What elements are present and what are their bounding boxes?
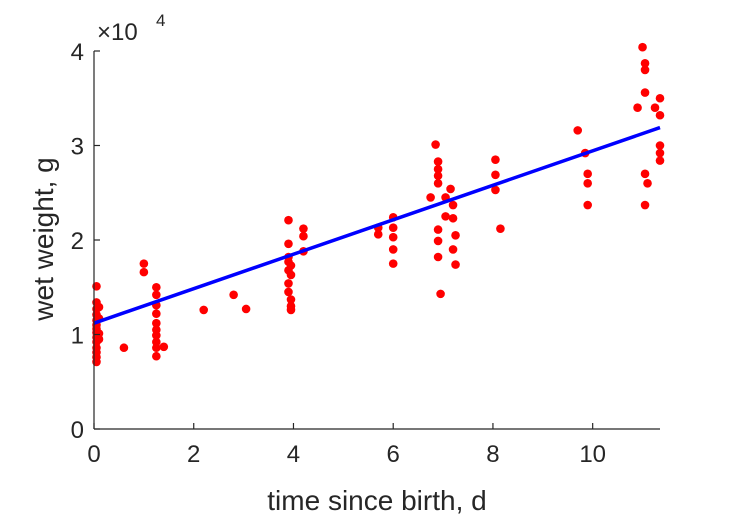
y-exponent-power: 4 bbox=[156, 11, 165, 30]
data-point bbox=[448, 245, 458, 254]
data-point bbox=[640, 88, 650, 97]
data-point bbox=[94, 334, 104, 344]
data-point bbox=[139, 267, 149, 277]
data-point bbox=[388, 259, 398, 268]
data-point bbox=[433, 236, 443, 246]
data-point bbox=[655, 93, 665, 103]
data-point bbox=[152, 282, 161, 292]
y-axis-label: wet weight, g bbox=[28, 157, 59, 321]
data-point bbox=[643, 179, 652, 188]
data-point bbox=[388, 232, 398, 242]
data-point bbox=[119, 343, 129, 353]
y-tick-label: 2 bbox=[71, 228, 84, 255]
data-point bbox=[448, 200, 458, 210]
data-point bbox=[433, 157, 443, 166]
data-point bbox=[451, 260, 460, 269]
data-point bbox=[284, 215, 293, 225]
data-point bbox=[655, 156, 665, 165]
fit-line-layer bbox=[93, 125, 661, 325]
x-tick-label: 6 bbox=[387, 441, 400, 468]
data-point bbox=[583, 169, 592, 179]
data-point bbox=[448, 213, 458, 223]
x-tick-label: 2 bbox=[187, 441, 200, 468]
data-point bbox=[299, 224, 308, 233]
data-point bbox=[159, 342, 169, 352]
y-tick-label: 0 bbox=[71, 417, 84, 444]
data-point bbox=[139, 259, 149, 268]
data-point bbox=[640, 169, 650, 179]
data-point bbox=[199, 305, 209, 315]
x-tick-label: 4 bbox=[287, 441, 300, 468]
data-point bbox=[152, 331, 161, 340]
data-point bbox=[655, 110, 665, 120]
y-tick-label: 4 bbox=[71, 39, 84, 66]
data-point bbox=[496, 224, 505, 233]
data-point bbox=[286, 305, 296, 315]
data-point bbox=[433, 225, 443, 234]
data-point bbox=[583, 179, 592, 188]
data-point bbox=[451, 230, 460, 240]
data-point bbox=[446, 184, 455, 194]
data-point bbox=[286, 261, 296, 270]
axes bbox=[93, 51, 660, 430]
data-point bbox=[152, 343, 161, 353]
data-point bbox=[284, 239, 293, 249]
y-axis-ticks: 0 1 2 3 4 bbox=[71, 39, 100, 444]
data-point bbox=[655, 148, 665, 158]
data-point bbox=[433, 179, 443, 188]
data-point bbox=[640, 65, 650, 75]
x-axis-ticks: 0 2 4 6 8 10 bbox=[87, 423, 606, 468]
data-point bbox=[431, 140, 440, 149]
data-point bbox=[491, 170, 500, 180]
data-point bbox=[583, 200, 592, 210]
data-point bbox=[299, 231, 308, 241]
data-point bbox=[633, 103, 642, 112]
data-point bbox=[433, 164, 443, 174]
data-point bbox=[388, 245, 398, 254]
x-tick-label: 8 bbox=[486, 441, 499, 468]
data-point bbox=[284, 279, 293, 288]
data-point bbox=[286, 295, 296, 304]
data-point bbox=[638, 42, 647, 52]
data-point bbox=[241, 304, 251, 314]
x-tick-label: 0 bbox=[87, 441, 100, 468]
data-point bbox=[152, 309, 161, 319]
data-point bbox=[426, 193, 435, 202]
data-point bbox=[433, 171, 443, 181]
data-point bbox=[94, 302, 104, 312]
y-tick-label: 3 bbox=[71, 134, 84, 161]
data-point bbox=[152, 351, 161, 361]
data-point bbox=[373, 230, 383, 239]
data-point bbox=[491, 185, 500, 195]
data-point bbox=[640, 200, 650, 210]
data-point bbox=[441, 212, 450, 221]
data-point bbox=[152, 290, 161, 300]
data-point bbox=[284, 287, 293, 297]
data-point bbox=[640, 58, 650, 68]
y-exponent-times: ×10 bbox=[97, 19, 138, 46]
data-point bbox=[286, 270, 296, 280]
data-point bbox=[655, 141, 665, 150]
data-point bbox=[573, 126, 583, 135]
data-point bbox=[229, 290, 238, 300]
y-tick-label: 1 bbox=[71, 323, 84, 350]
fit-line bbox=[93, 125, 661, 325]
data-point bbox=[491, 155, 500, 164]
x-axis-label: time since birth, d bbox=[267, 485, 486, 516]
data-point bbox=[433, 252, 443, 262]
data-point bbox=[388, 223, 398, 233]
data-point bbox=[436, 289, 445, 299]
x-tick-label: 10 bbox=[579, 441, 606, 468]
data-point bbox=[152, 318, 161, 328]
data-points bbox=[92, 42, 665, 367]
data-point bbox=[650, 103, 660, 112]
